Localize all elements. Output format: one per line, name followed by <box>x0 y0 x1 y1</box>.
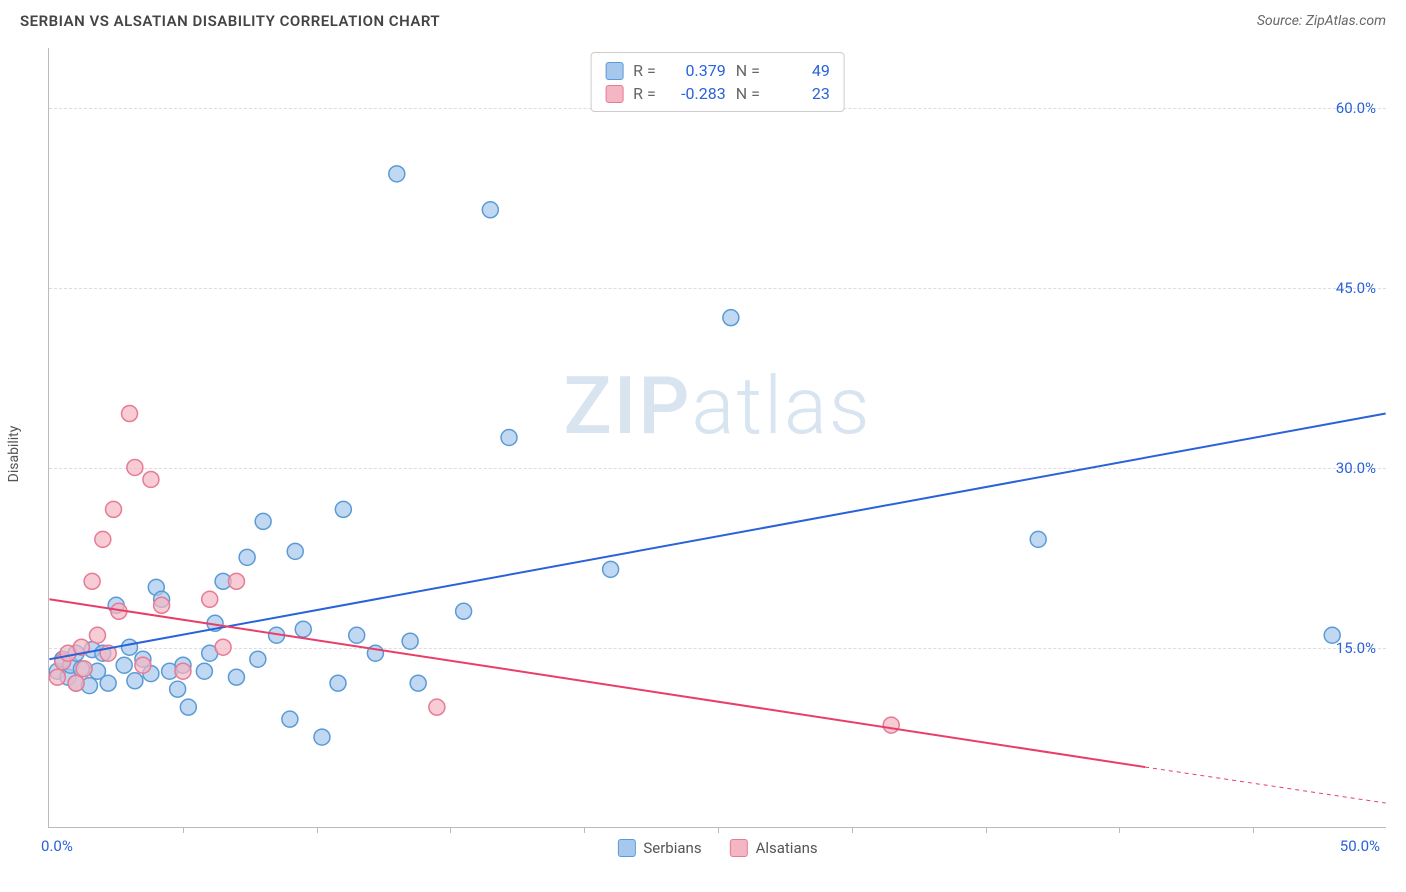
header: SERBIAN VS ALSATIAN DISABILITY CORRELATI… <box>0 0 1406 38</box>
x-axis-max-label: 50.0% <box>1340 837 1380 855</box>
scatter-svg <box>49 48 1386 827</box>
chart-plot-area: ZIPatlas R = 0.379 N = 49 R = -0.283 N =… <box>48 48 1386 828</box>
y-axis-label: Disability <box>6 426 22 483</box>
swatch-blue-icon <box>617 839 635 857</box>
source-attribution: Source: ZipAtlas.com <box>1257 13 1386 29</box>
legend-item-serbians: Serbians <box>617 839 701 857</box>
swatch-pink-icon <box>730 839 748 857</box>
legend-row-alsatians: R = -0.283 N = 23 <box>605 82 830 105</box>
legend-row-serbians: R = 0.379 N = 49 <box>605 59 830 82</box>
legend-item-alsatians: Alsatians <box>730 839 818 857</box>
swatch-blue-icon <box>605 62 623 80</box>
series-legend: Serbians Alsatians <box>617 839 817 857</box>
swatch-pink-icon <box>605 85 623 103</box>
correlation-legend: R = 0.379 N = 49 R = -0.283 N = 23 <box>590 52 845 112</box>
chart-title: SERBIAN VS ALSATIAN DISABILITY CORRELATI… <box>20 12 440 30</box>
x-axis-min-label: 0.0% <box>41 837 73 855</box>
